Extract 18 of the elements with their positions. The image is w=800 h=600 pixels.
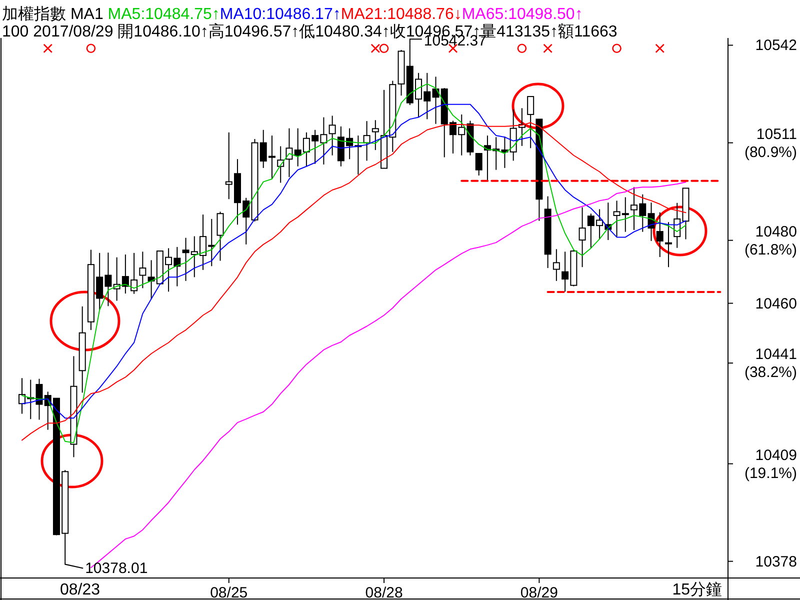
y-tick-label: 10441 (38.2%) [744,346,797,381]
y-tick-label: 10511 (80.9%) [744,125,797,160]
y-tick-label: 10378 [755,552,797,570]
x-tick-label: 08/29 [520,584,558,600]
y-tick-label: 10480 (61.8%) [744,222,797,258]
text: MA5:10484.75↑ [108,6,220,22]
text: MA10:10486.17↑ [220,6,341,22]
x-tick-label: 08/28 [365,584,403,600]
text: 15分鐘 [672,582,722,598]
annotation: 10378.01 [85,560,148,577]
text: 08/23 [60,582,100,598]
y-tick-label: 10460 [755,294,797,312]
x-tick-label: 08/25 [210,584,248,600]
chart-title: 加權指數 MA1 [2,4,108,22]
text: MA65:10498.50↑ [462,6,583,22]
text: MA21:10488.76↓ [340,6,462,22]
y-tick-label: 10409 (19.1%) [744,446,797,482]
y-tick-label: 10542 [755,36,797,54]
